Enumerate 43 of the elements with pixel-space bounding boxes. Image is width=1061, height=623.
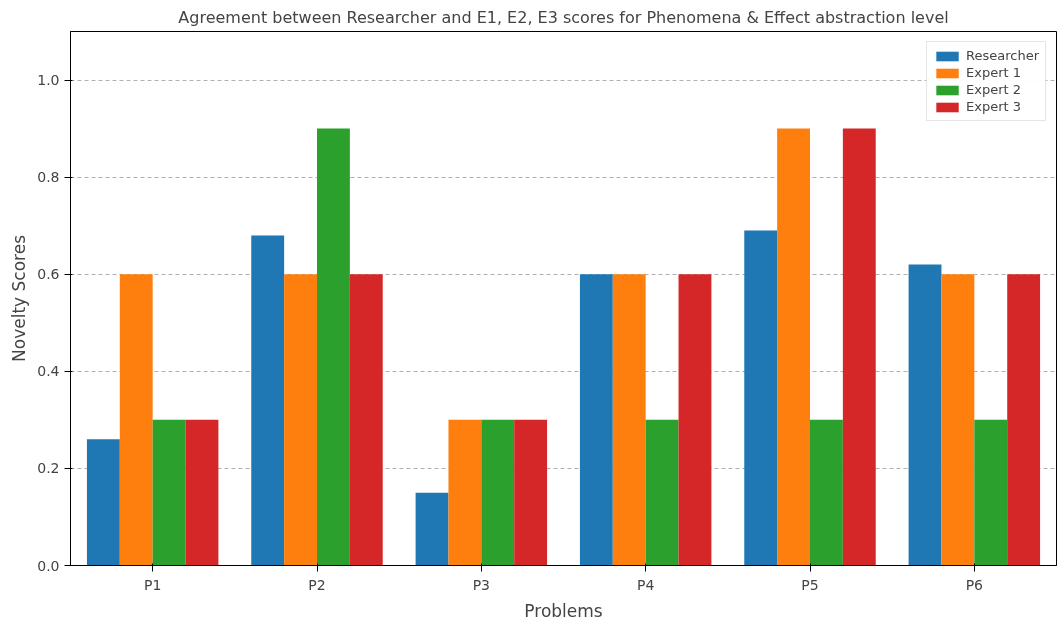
bar xyxy=(1007,274,1041,566)
legend-label: Expert 1 xyxy=(966,65,1022,80)
x-tick-label: P6 xyxy=(965,576,984,593)
legend-label: Researcher xyxy=(966,48,1039,63)
bar xyxy=(908,264,942,566)
bar xyxy=(941,274,975,566)
bar xyxy=(810,419,843,566)
bar xyxy=(185,419,219,566)
legend-label: Expert 3 xyxy=(966,99,1022,114)
y-tick-label: 0.4 xyxy=(37,363,60,380)
y-axis-title: Novelty Scores xyxy=(9,234,30,362)
chart-title: Agreement between Researcher and E1, E2, E3 scores for Phenomena & Effect abstraction level xyxy=(178,7,949,27)
bar xyxy=(448,419,482,566)
y-tick-label: 0.6 xyxy=(37,266,60,283)
bar xyxy=(678,274,712,566)
bar xyxy=(514,419,548,566)
bar xyxy=(349,274,383,566)
bar xyxy=(744,230,778,566)
bar xyxy=(119,274,153,566)
x-tick-label: P5 xyxy=(801,576,819,593)
bar xyxy=(612,274,646,566)
y-tick-label: 0.2 xyxy=(37,460,60,477)
bar xyxy=(481,419,515,566)
bar xyxy=(86,439,120,566)
bar xyxy=(251,235,285,566)
bar xyxy=(777,128,810,566)
legend-label: Expert 2 xyxy=(966,82,1022,97)
y-tick-label: 1.0 xyxy=(37,72,60,89)
x-tick-label: P3 xyxy=(472,576,491,593)
y-tick-label: 0.8 xyxy=(37,169,60,186)
bar xyxy=(842,128,876,566)
bar xyxy=(415,492,449,566)
x-tick-label: P4 xyxy=(636,576,655,593)
y-tick-label: 0.0 xyxy=(37,557,60,574)
bar xyxy=(645,419,679,566)
x-tick-label: P1 xyxy=(143,576,162,593)
bar xyxy=(974,419,1008,566)
x-tick-label: P2 xyxy=(308,576,326,593)
bar xyxy=(579,274,613,566)
bar xyxy=(284,274,317,566)
x-axis-title: Problems xyxy=(524,600,603,621)
bar xyxy=(317,128,350,566)
bar xyxy=(152,419,186,566)
